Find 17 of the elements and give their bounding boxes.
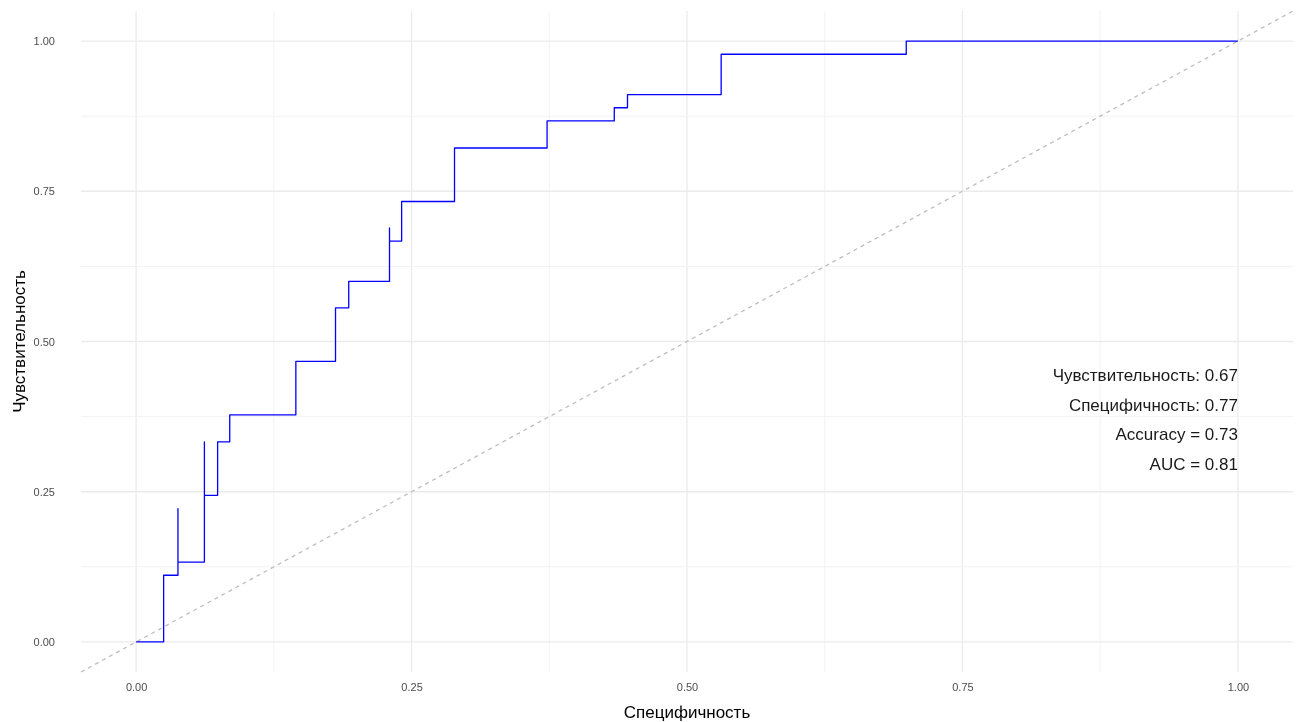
x-tick-label: 0.00 [125,680,148,693]
annotation: Специфичность: 0.77 [1068,395,1238,415]
y-tick-label: 0.00 [33,635,55,648]
line-series [135,40,1239,643]
y-tick-label: 0.25 [33,485,55,498]
x-tick-label: 0.75 [952,680,974,693]
y-tick-label: 1.00 [33,35,55,48]
y-tick-label: 0.50 [33,335,55,348]
x-tick-label: 0.50 [676,680,699,693]
x-tick-label: 1.00 [1227,680,1250,693]
y-tick-label: 0.75 [33,185,55,198]
x-axis-title: Специфичность [623,703,751,722]
annotation: Accuracy = 0.73 [1115,425,1238,444]
annotation: AUC = 0.81 [1149,454,1238,474]
x-tick-label: 0.25 [401,680,423,693]
y-axis-title: Чувствительность [10,269,29,413]
annotation: Чувствительность: 0.67 [1052,366,1238,385]
